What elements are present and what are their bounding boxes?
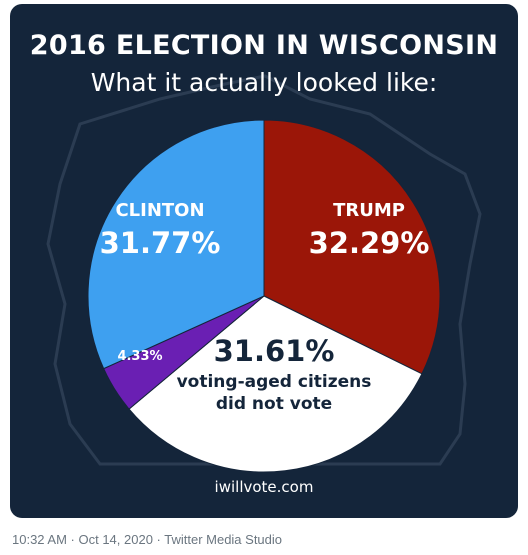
pie-slice-nonvoters — [128, 295, 423, 473]
infographic-card: 2016 ELECTION IN WISCONSIN What it actua… — [10, 4, 518, 518]
tweet-timestamp: 10:32 AM · Oct 14, 2020 · Twitter Media … — [12, 532, 283, 547]
slice-value-nonvoters: 31.61% — [214, 334, 335, 368]
pie-chart: TRUMP 32.29% 31.61% voting-aged citizensdid… — [87, 119, 441, 473]
slice-value-trump: 32.29% — [309, 226, 430, 260]
chart-title: 2016 ELECTION IN WISCONSIN — [29, 30, 499, 61]
slice-label-nonvoters-line-1: voting-aged citizens — [177, 372, 372, 392]
pie-slice-trump — [263, 119, 441, 375]
site-link[interactable]: iwillvote.com — [214, 478, 314, 496]
wisconsin-map-outline — [46, 74, 482, 466]
slice-label-nonvoters-line-2: did not vote — [216, 394, 332, 414]
slice-label-trump: TRUMP — [333, 200, 405, 221]
slice-label-clinton: CLINTON — [115, 200, 204, 221]
chart-subtitle: What it actually looked like: — [90, 68, 438, 97]
slice-value-clinton: 31.77% — [100, 226, 221, 260]
pie-slice-clinton — [87, 119, 265, 370]
slice-value-other: 4.33% — [117, 349, 162, 364]
